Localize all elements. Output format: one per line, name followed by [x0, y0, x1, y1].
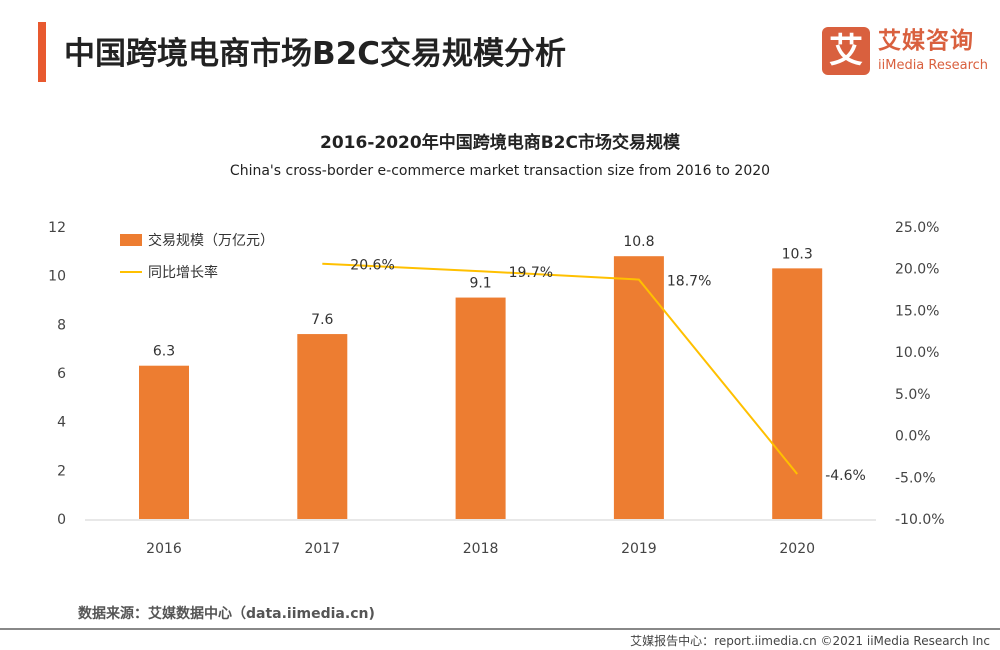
chart: 0 2 4 6 8 10 12 -10.0% -5.0% 0.0% 5.0% 10.0% 15.0% 20…	[48, 220, 945, 557]
bar-data-label: 10.8	[623, 234, 654, 250]
y-left-tick-label: 12	[48, 220, 66, 236]
y-left-tick-label: 0	[57, 512, 66, 528]
y-right-tick-label: 20.0%	[895, 262, 939, 278]
bar	[297, 334, 348, 519]
y-right-tick-label: -10.0%	[895, 512, 945, 528]
footer-divider	[0, 628, 1000, 630]
bar	[455, 297, 506, 519]
y-right-tick-label: 5.0%	[895, 387, 931, 403]
bar-data-label: 7.6	[311, 312, 333, 328]
bar	[772, 268, 823, 519]
legend-bar-swatch	[120, 234, 142, 246]
y-right-tick-label: 0.0%	[895, 429, 931, 445]
title-accent-bar	[38, 22, 46, 82]
x-tick-label: 2017	[304, 541, 340, 557]
y-right-tick-label: -5.0%	[895, 470, 936, 486]
legend-line-label: 同比增长率	[148, 264, 218, 281]
line-data-label: -4.6%	[825, 468, 866, 484]
growth-line	[322, 262, 798, 475]
y-right-tick-label: 25.0%	[895, 220, 939, 236]
bar-data-label: 6.3	[153, 344, 175, 360]
source-note: 数据来源：艾媒数据中心（data.iimedia.cn)	[78, 606, 375, 622]
bar-data-label: 10.3	[782, 246, 813, 262]
y-right-tick-label: 10.0%	[895, 345, 939, 361]
footer-copyright: 艾媒报告中心：report.iimedia.cn ©2021 iiMedia R…	[630, 634, 990, 648]
y-left-tick-label: 4	[57, 415, 66, 431]
y-left-tick-label: 6	[57, 366, 66, 382]
legend-bar-label: 交易规模（万亿元）	[148, 232, 274, 249]
line-data-label: 20.6%	[350, 258, 394, 274]
logo-en: iiMedia Research	[878, 58, 989, 73]
logo-mark: 艾	[822, 27, 870, 75]
line-data-label: 19.7%	[509, 265, 553, 281]
bar-data-label: 9.1	[469, 276, 491, 292]
x-tick-label: 2019	[621, 541, 657, 557]
y-left-tick-label: 8	[57, 317, 66, 333]
logo-cn: 艾媒咨询	[878, 28, 974, 54]
chart-subtitle: China's cross-border e-commerce market t…	[229, 163, 771, 179]
y-right-tick-label: 15.0%	[895, 303, 939, 319]
y-left-tick-label: 2	[57, 463, 66, 479]
bar	[139, 365, 189, 519]
line-data-label: 18.7%	[667, 274, 711, 290]
bar	[613, 256, 664, 519]
y-left-tick-label: 10	[48, 269, 66, 285]
x-tick-label: 2020	[779, 541, 815, 557]
chart-title: 2016-2020年中国跨境电商B2C市场交易规模	[320, 133, 680, 153]
x-tick-label: 2016	[146, 541, 182, 557]
page-title: 中国跨境电商市场B2C交易规模分析	[64, 36, 566, 72]
x-tick-label: 2018	[463, 541, 499, 557]
